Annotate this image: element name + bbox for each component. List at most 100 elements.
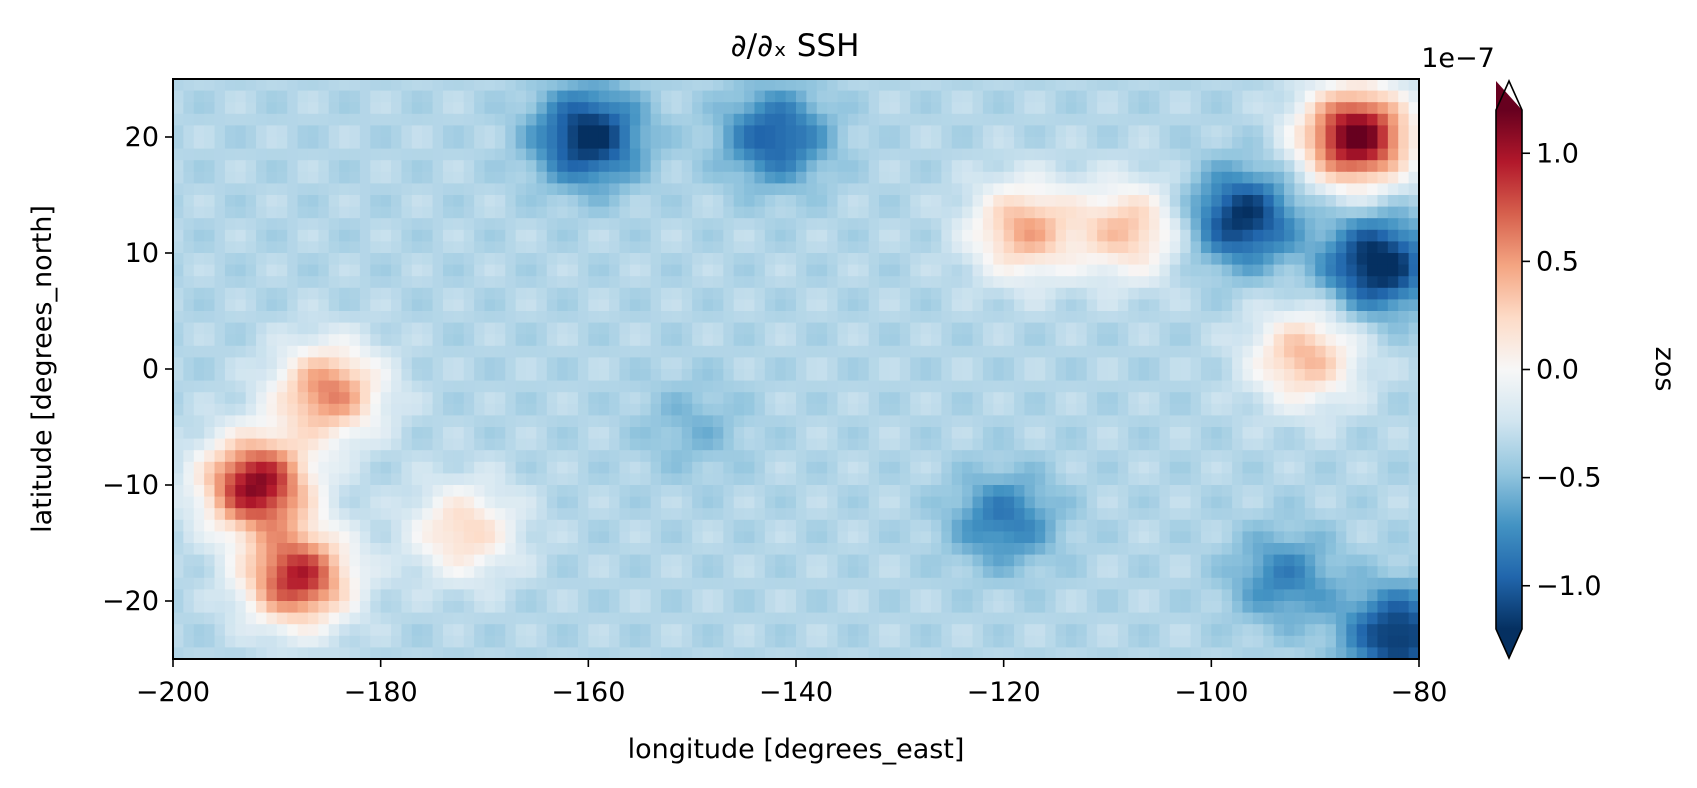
heatmap-cell [920,253,932,266]
heatmap-cell [1045,183,1057,196]
heatmap-cell [235,229,247,242]
heatmap-cell [754,253,766,266]
heatmap-cell [1117,473,1129,486]
heatmap-cell [1014,264,1026,277]
heatmap-cell [920,496,932,509]
heatmap-cell [1367,287,1379,300]
heatmap-cell [1003,345,1015,358]
heatmap-cell [723,148,735,161]
heatmap-cell [224,113,236,126]
heatmap-cell [951,345,963,358]
heatmap-cell [1387,369,1399,382]
heatmap-cell [432,299,444,312]
heatmap-cell [1242,195,1254,208]
heatmap-cell [536,137,548,150]
heatmap-cell [1252,287,1264,300]
heatmap-cell [847,334,859,347]
heatmap-cell [276,334,288,347]
heatmap-cell [1263,438,1275,451]
heatmap-cell [214,311,226,324]
heatmap-cell [858,276,870,289]
heatmap-cell [1055,206,1067,219]
heatmap-cell [266,415,278,428]
heatmap-cell [1221,543,1233,556]
heatmap-cell [1367,311,1379,324]
heatmap-cell [1128,496,1140,509]
heatmap-cell [401,380,413,393]
heatmap-cell [1273,276,1285,289]
heatmap-cell [723,345,735,358]
heatmap-cell [287,531,299,544]
heatmap-cell [661,485,672,498]
heatmap-cell [816,218,828,231]
heatmap-cell [1190,357,1202,370]
heatmap-cell [1138,334,1150,347]
heatmap-cell [920,311,932,324]
heatmap-cell [266,519,278,532]
heatmap-cell [453,531,465,544]
heatmap-cell [204,90,216,103]
heatmap-cell [1315,137,1327,150]
heatmap-cell [370,461,382,474]
heatmap-cell [1003,137,1015,150]
heatmap-cell [588,253,600,266]
heatmap-cell [287,253,299,266]
heatmap-cell [629,218,641,231]
heatmap-cell [650,206,662,219]
heatmap-cell [754,287,766,300]
heatmap-cell [515,380,527,393]
heatmap-cell [951,276,963,289]
heatmap-cell [370,403,382,416]
heatmap-cell [744,195,756,208]
heatmap-cell [1294,241,1306,254]
heatmap-cell [224,264,236,277]
heatmap-cell [910,369,922,382]
heatmap-cell [1003,264,1015,277]
heatmap-cell [474,508,486,521]
heatmap-cell [1138,160,1150,173]
heatmap-cell [962,554,974,567]
heatmap-cell [764,171,776,184]
heatmap-cell [463,519,475,532]
heatmap-cell [1138,206,1150,219]
heatmap-cell [754,508,766,521]
heatmap-cell [1325,79,1337,92]
heatmap-cell [307,148,319,161]
heatmap-cell [1138,90,1150,103]
heatmap-cell [318,531,330,544]
heatmap-cell [297,79,309,92]
heatmap-cell [754,473,766,486]
heatmap-cell [422,380,434,393]
heatmap-cell [297,438,309,451]
heatmap-cell [287,392,299,405]
heatmap-cell [702,218,714,231]
heatmap-cell [681,403,693,416]
heatmap-cell [1284,519,1295,532]
heatmap-cell [1304,253,1316,266]
heatmap-cell [816,543,828,556]
heatmap-cell [515,253,527,266]
heatmap-cell [1335,461,1347,474]
heatmap-cell [173,496,184,509]
heatmap-cell [173,125,184,138]
heatmap-cell [1408,403,1420,416]
heatmap-cell [785,229,797,242]
heatmap-cell [1284,403,1295,416]
heatmap-cell [1252,276,1264,289]
heatmap-cell [785,461,797,474]
heatmap-cell [1045,473,1057,486]
heatmap-cell [307,334,319,347]
heatmap-cell [1325,485,1337,498]
heatmap-cell [1232,253,1244,266]
heatmap-cell [899,473,911,486]
heatmap-cell [557,392,569,405]
heatmap-cell [307,485,319,498]
heatmap-cell [339,137,351,150]
heatmap-cell [1387,241,1399,254]
heatmap-cell [827,369,839,382]
heatmap-cell [744,148,756,161]
heatmap-cell [276,543,288,556]
heatmap-cell [505,392,517,405]
heatmap-cell [536,276,548,289]
heatmap-cell [754,461,766,474]
